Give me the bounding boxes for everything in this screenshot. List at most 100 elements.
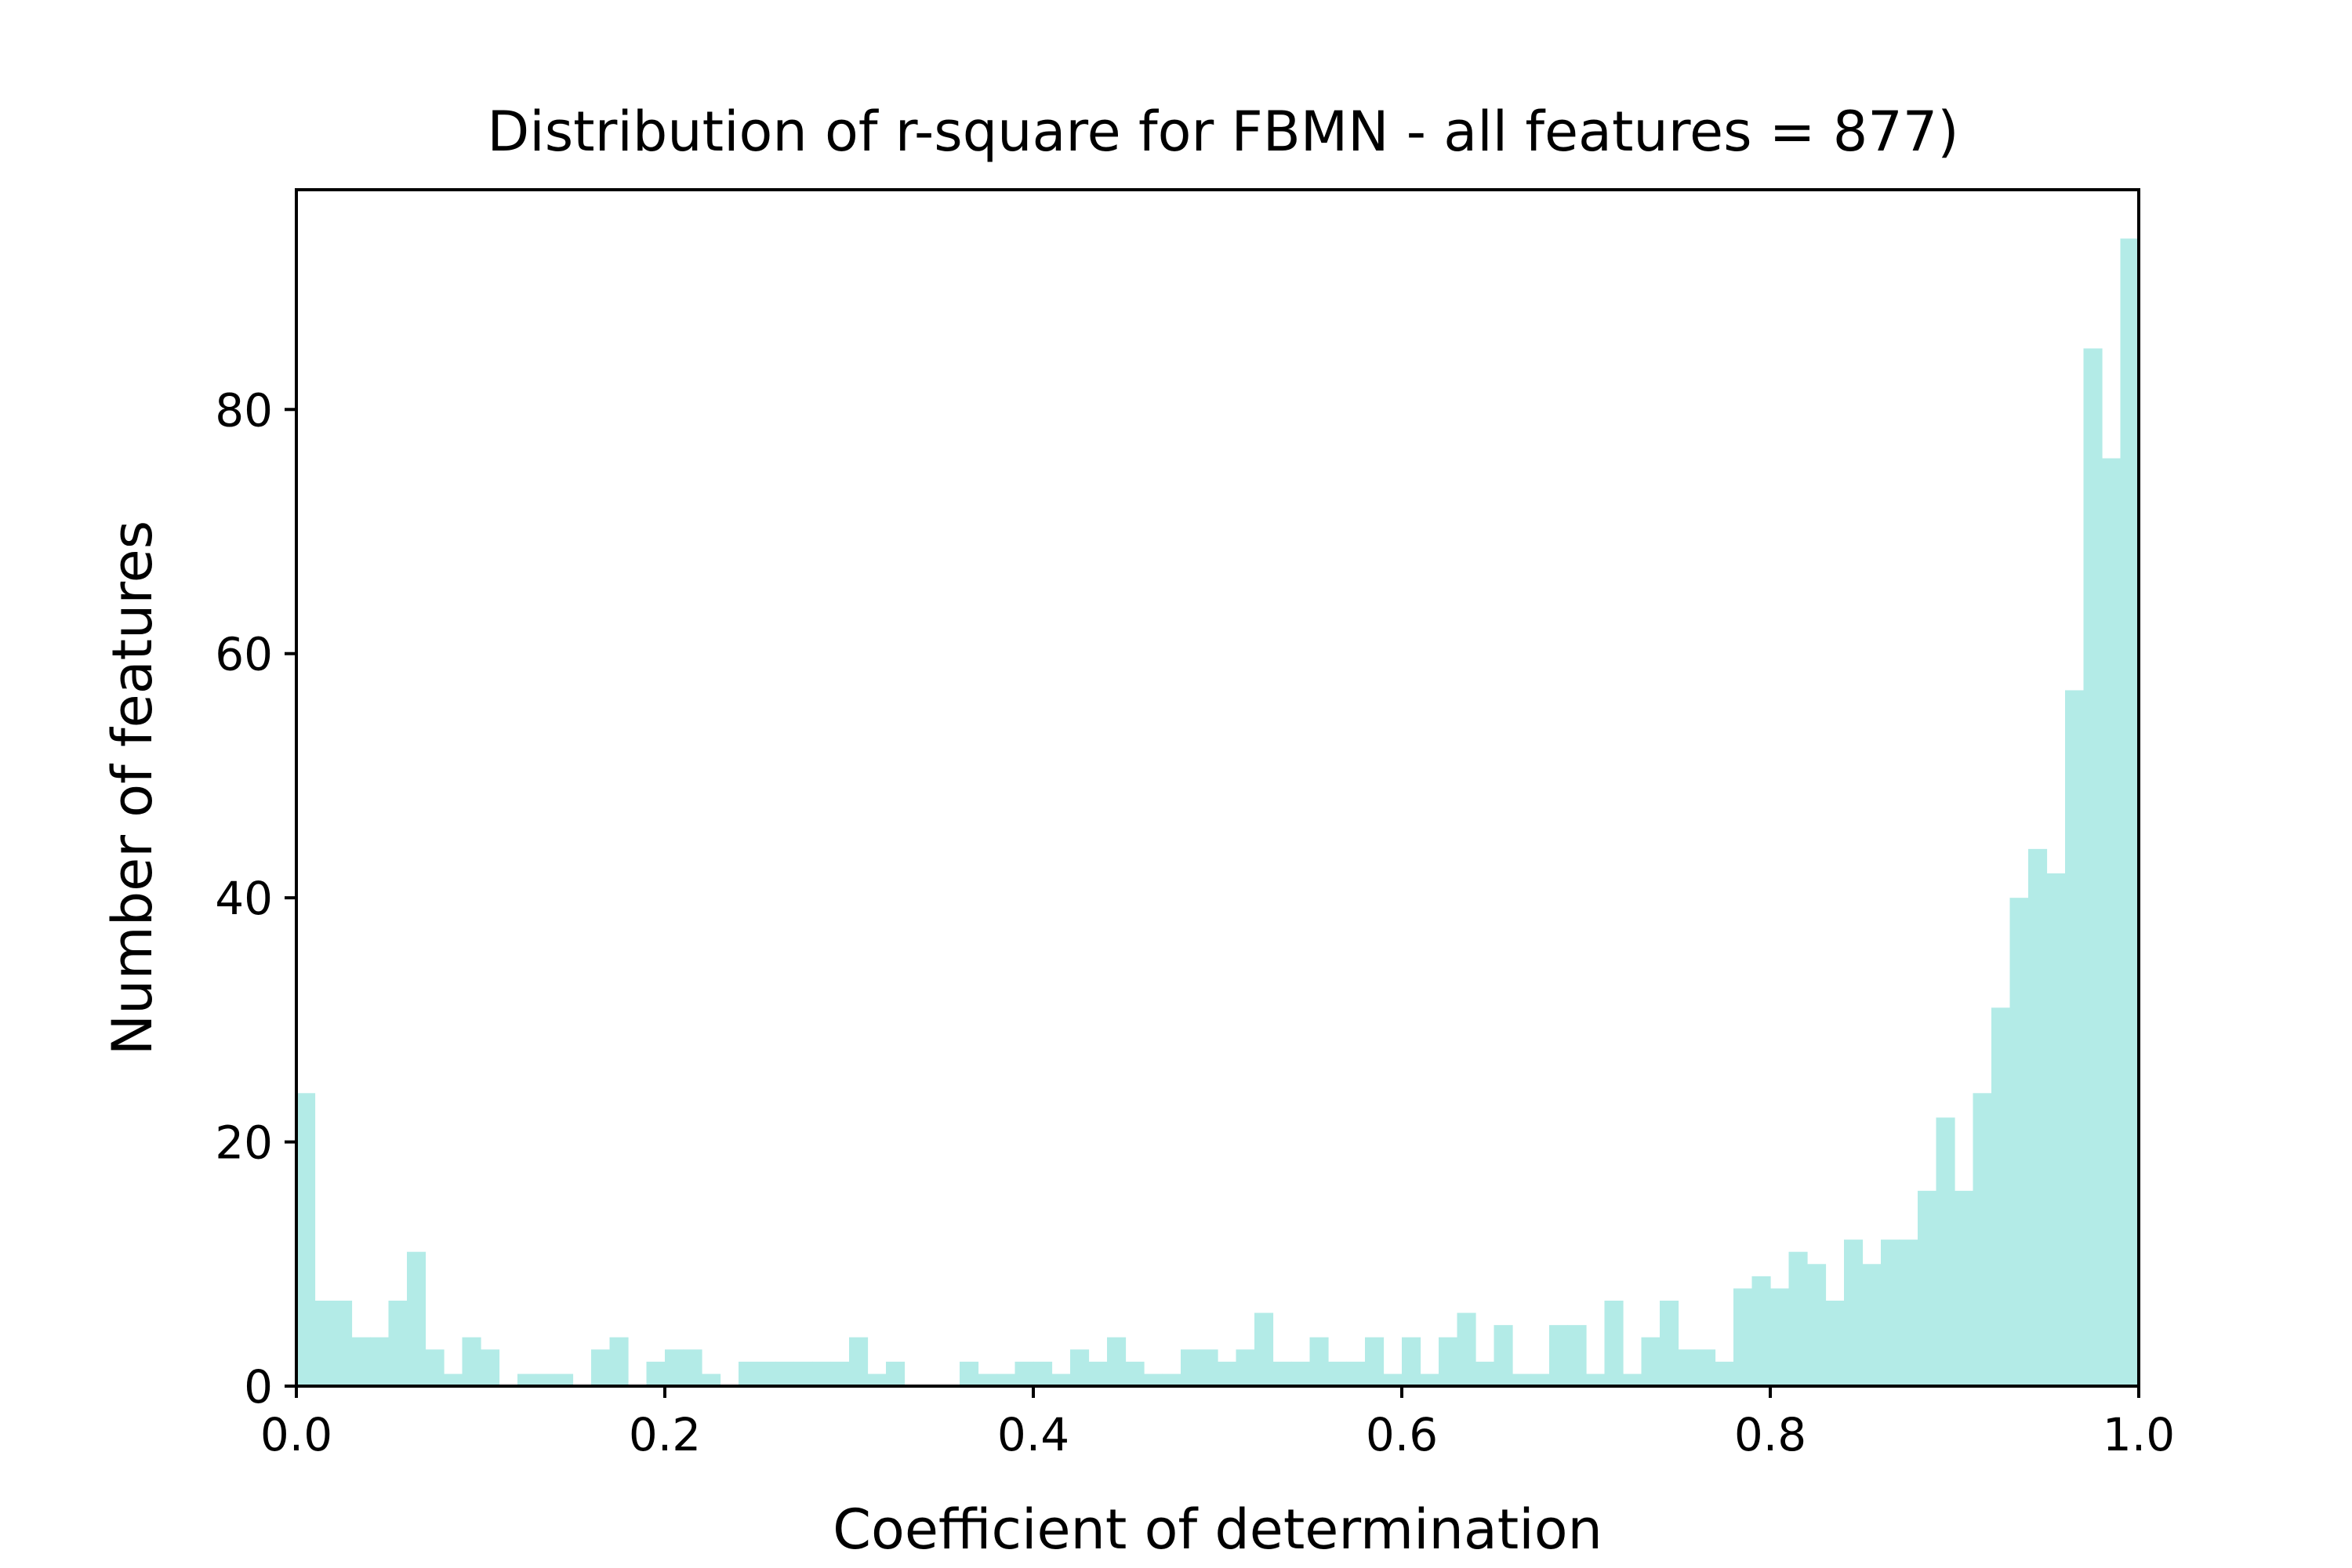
histogram-bar <box>1512 1374 1532 1386</box>
histogram-bar <box>1291 1361 1311 1386</box>
histogram-bar <box>314 1301 334 1386</box>
histogram-bar <box>388 1301 408 1386</box>
histogram-bar <box>407 1251 426 1386</box>
x-tick-label: 1.0 <box>2103 1408 2175 1461</box>
histogram-bar <box>2102 458 2122 1386</box>
histogram-bar <box>1862 1264 1882 1386</box>
histogram-bar <box>1788 1251 1808 1386</box>
histogram-bar <box>1272 1361 1292 1386</box>
histogram-bar <box>1309 1337 1329 1386</box>
histogram-bar <box>2028 848 2048 1386</box>
histogram-bar <box>1070 1349 1090 1386</box>
x-axis-label: Coefficient of determination <box>833 1497 1602 1562</box>
histogram-bar <box>1402 1337 1421 1386</box>
histogram-bar <box>1807 1264 1827 1386</box>
histogram-bar <box>2120 238 2140 1386</box>
histogram-bar <box>960 1361 979 1386</box>
histogram-bar <box>867 1374 887 1386</box>
histogram-bar <box>1825 1301 1845 1386</box>
chart-title: Distribution of r-square for FBMN - all … <box>487 100 1958 164</box>
histogram-bar <box>1420 1374 1439 1386</box>
histogram-bar <box>1457 1312 1476 1386</box>
histogram-bar <box>665 1349 684 1386</box>
histogram-bar <box>425 1349 445 1386</box>
y-axis-label: Number of features <box>100 521 165 1055</box>
histogram-bar <box>1107 1337 1127 1386</box>
histogram-bar <box>1199 1349 1218 1386</box>
histogram-bar <box>1936 1117 1955 1386</box>
y-tick-label: 20 <box>215 1116 273 1170</box>
histogram-bar <box>849 1337 869 1386</box>
histogram-bar <box>517 1374 537 1386</box>
histogram-bar <box>351 1337 371 1386</box>
histogram-bar <box>1365 1337 1385 1386</box>
histogram-bar <box>793 1361 813 1386</box>
histogram-bar <box>1439 1337 1458 1386</box>
histogram-bar <box>1733 1288 1753 1386</box>
histogram-bar <box>1641 1337 1661 1386</box>
histogram-bar <box>978 1374 997 1386</box>
histogram-bar <box>1033 1361 1053 1386</box>
histogram-bar <box>1697 1349 1716 1386</box>
y-tick-label: 80 <box>215 383 273 437</box>
histogram-bar <box>2009 898 2029 1386</box>
histogram-bar <box>646 1361 666 1386</box>
x-tick-label: 0.2 <box>629 1408 701 1461</box>
y-axis-ticks: 0 20 40 60 80 <box>215 383 296 1414</box>
histogram-bar <box>830 1361 850 1386</box>
histogram-bar <box>1494 1325 1513 1386</box>
histogram-bar <box>1144 1374 1163 1386</box>
histogram-bar <box>554 1374 574 1386</box>
histogram-bar <box>481 1349 500 1386</box>
plot-area-frame <box>295 188 2140 1388</box>
histogram-bar <box>2083 348 2103 1387</box>
histogram-bar <box>1973 1093 1992 1386</box>
histogram-bar <box>1181 1349 1200 1386</box>
histogram-bar <box>739 1361 758 1386</box>
histogram-bar <box>609 1337 629 1386</box>
x-tick-label: 0.8 <box>1734 1408 1806 1461</box>
histogram-bar <box>1881 1240 1900 1386</box>
histogram-bar <box>1014 1361 1034 1386</box>
y-tick-label: 60 <box>215 628 273 681</box>
histogram-bar <box>1346 1361 1366 1386</box>
histogram-bar <box>1530 1374 1550 1386</box>
histogram-bar <box>1955 1190 1974 1386</box>
histogram-bar <box>1549 1325 1569 1386</box>
histogram-bar <box>1770 1288 1790 1386</box>
histogram-bar <box>296 1093 316 1386</box>
histogram-bar <box>1660 1301 1679 1386</box>
histogram-bar <box>462 1337 481 1386</box>
histogram-bar <box>535 1374 555 1386</box>
histogram-bar <box>1328 1361 1348 1386</box>
histogram-bar <box>812 1361 832 1386</box>
histogram-bar <box>2065 690 2085 1386</box>
x-tick-label: 0.0 <box>260 1408 332 1461</box>
histogram-bar <box>444 1374 463 1386</box>
histogram-bar <box>1623 1374 1642 1386</box>
histogram-bar <box>1162 1374 1181 1386</box>
histogram-bar <box>1383 1374 1403 1386</box>
histogram-bar <box>1236 1349 1255 1386</box>
histogram-bar <box>1218 1361 1237 1386</box>
histogram-bar <box>1125 1361 1145 1386</box>
histogram-bar <box>702 1374 721 1386</box>
histogram-bar <box>1254 1312 1274 1386</box>
histogram-bar <box>775 1361 795 1386</box>
histogram-bar <box>886 1361 906 1386</box>
histogram-bar <box>683 1349 702 1386</box>
histogram-bar <box>1604 1301 1624 1386</box>
histogram-bar <box>1586 1374 1606 1386</box>
histogram-bar <box>1678 1349 1697 1386</box>
histogram-bar <box>1088 1361 1108 1386</box>
x-axis-ticks: 0.0 0.2 0.4 0.6 0.8 1.0 <box>260 1386 2175 1461</box>
x-tick-label: 0.6 <box>1366 1408 1438 1461</box>
histogram-bar <box>1844 1240 1864 1386</box>
histogram-bar <box>1715 1361 1734 1386</box>
histogram-bar <box>591 1349 611 1386</box>
histogram-bar <box>370 1337 390 1386</box>
histogram-bar <box>1751 1276 1771 1386</box>
histogram-bar <box>1567 1325 1587 1386</box>
histogram-bar <box>1051 1374 1071 1386</box>
